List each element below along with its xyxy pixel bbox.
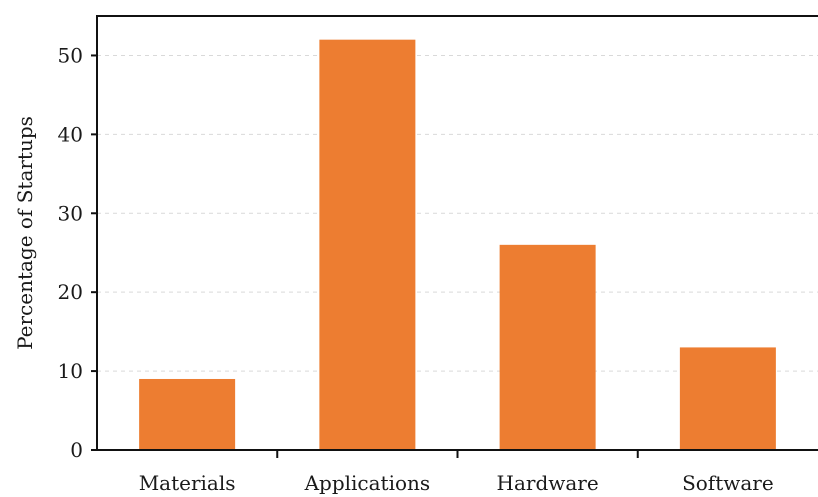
x-tick-label-software: Software [682,471,774,495]
x-axis-ticks: Materials Applications Hardware Software [139,450,774,495]
y-axis-title: Percentage of Startups [13,116,37,350]
bar-software [679,347,776,450]
x-tick-label-hardware: Hardware [497,471,599,495]
y-tick-label-20: 20 [58,280,83,304]
y-tick-label-30: 30 [58,201,83,225]
y-tick-label-50: 50 [58,43,83,67]
y-tick-label-0: 0 [70,438,83,462]
y-tick-label-40: 40 [58,122,83,146]
bar-materials [139,378,236,450]
x-tick-label-materials: Materials [139,471,236,495]
x-tick-label-applications: Applications [304,471,431,495]
bar-applications [319,39,416,450]
gridlines [97,54,818,372]
y-axis-ticks: 0 10 20 30 40 50 [58,43,97,462]
y-tick-label-10: 10 [58,359,83,383]
bars [139,39,776,450]
bar-hardware [499,244,596,450]
